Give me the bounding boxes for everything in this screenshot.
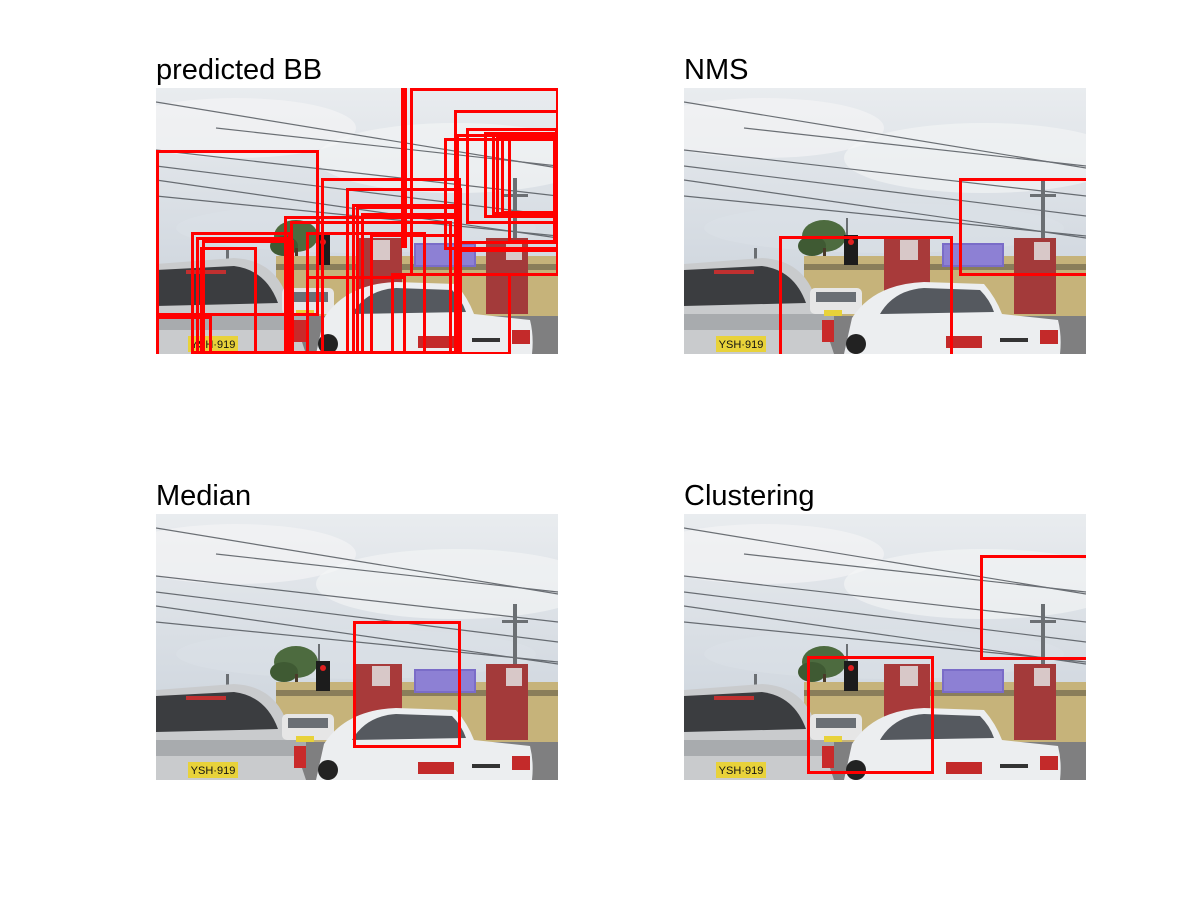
tree (270, 646, 318, 704)
street-scene-photo: YSH·919 (684, 514, 1086, 780)
traffic-light (844, 661, 858, 691)
license-plate (716, 336, 766, 352)
license-plate-text: YSH·919 (719, 339, 764, 351)
street-scene-photo: YSH·919 (156, 88, 558, 354)
panel-clustering: Clustering (684, 480, 1086, 780)
silver-car: YSH·919 (684, 258, 834, 354)
silver-car: YSH·919 (156, 684, 306, 780)
silver-car: YSH·919 (684, 684, 834, 780)
license-plate (716, 762, 766, 778)
traffic-light (844, 235, 858, 265)
license-plate (188, 762, 238, 778)
panel-predicted-bb: predicted BB (156, 54, 558, 354)
street-scene-photo: YSH·919 (684, 88, 1086, 354)
panel-title: Median (156, 480, 252, 512)
panel-title: predicted BB (156, 54, 323, 86)
panel-title: NMS (684, 54, 749, 86)
power-lines (684, 527, 1086, 665)
license-plate-text: YSH·919 (191, 339, 236, 351)
white-sedan (316, 708, 533, 780)
panel-median: Median (156, 480, 558, 780)
panel-nms: NMS (684, 54, 1086, 354)
panel-title: Clustering (684, 480, 815, 512)
power-lines (684, 101, 1086, 239)
street-scene-photo: YSH·919 (156, 514, 558, 780)
license-plate-text: YSH·919 (191, 765, 236, 777)
traffic-light (316, 661, 330, 691)
white-sedan (844, 708, 1061, 780)
power-lines (156, 527, 558, 665)
license-plate-text: YSH·919 (719, 765, 764, 777)
